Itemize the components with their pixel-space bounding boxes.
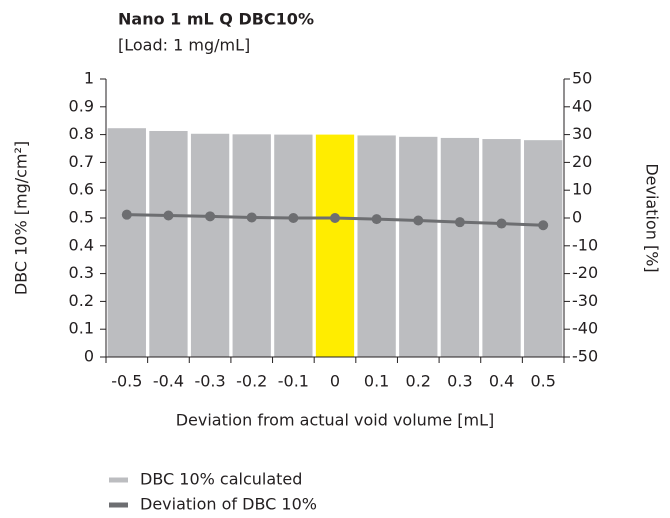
y2-tick-label: 30	[572, 124, 592, 143]
bar	[440, 137, 480, 357]
y-tick-label: 1	[84, 69, 94, 88]
point	[163, 210, 174, 221]
y-tick-label: 0.4	[69, 235, 94, 254]
x-tick-label: -0.1	[278, 372, 309, 391]
x-tick-label: -0.3	[194, 372, 225, 391]
x-tick-label: -0.5	[111, 372, 142, 391]
bar	[274, 134, 313, 357]
point	[371, 214, 382, 225]
y-tick-label: 0.5	[69, 208, 94, 227]
x-tick-label: 0.2	[406, 372, 431, 391]
chart-subtitle: [Load: 1 mg/mL]	[118, 36, 250, 55]
point	[121, 209, 132, 220]
point	[413, 215, 424, 226]
bar	[315, 134, 355, 357]
point	[330, 213, 340, 223]
x-tick-label: -0.4	[153, 372, 184, 391]
x-tick-label: 0	[330, 372, 340, 391]
bar	[399, 136, 438, 357]
bar	[107, 128, 146, 357]
y2-tick-label: 50	[572, 69, 592, 88]
y2-tick-label: 0	[572, 208, 582, 227]
point	[205, 211, 216, 222]
y2-tick-label: -50	[572, 347, 598, 366]
y-tick-label: 0.9	[69, 96, 94, 115]
y2-tick-label: -30	[572, 291, 598, 310]
point	[288, 213, 299, 223]
y2-tick-label: 40	[572, 96, 592, 115]
y2-tick-label: -40	[572, 319, 598, 338]
y-axis-label: DBC 10% [mg/cm²]	[12, 141, 31, 295]
chart-title: Nano 1 mL Q DBC10%	[118, 10, 314, 29]
point	[246, 212, 257, 223]
legend-label: DBC 10% calculated	[140, 470, 302, 489]
point	[496, 218, 507, 229]
bar	[232, 134, 271, 357]
y2-tick-label: 10	[572, 180, 592, 199]
y-tick-label: 0.2	[69, 291, 94, 310]
bar	[149, 130, 188, 357]
y-tick-label: 0.6	[69, 180, 94, 199]
y-tick-label: 0.8	[69, 124, 94, 143]
y2-tick-label: -10	[572, 235, 598, 254]
x-tick-label: 0.5	[530, 372, 555, 391]
x-axis-label: Deviation from actual void volume [mL]	[176, 411, 495, 430]
point	[538, 220, 549, 231]
x-tick-label: 0.4	[489, 372, 514, 391]
y-tick-label: 0	[84, 347, 94, 366]
y-tick-label: 0.1	[69, 319, 94, 338]
bar	[482, 139, 521, 357]
y-tick-label: 0.3	[69, 263, 94, 282]
y2-tick-label: -20	[572, 263, 598, 282]
x-tick-label: -0.2	[236, 372, 267, 391]
y2-tick-label: 20	[572, 152, 592, 171]
bar	[190, 133, 230, 357]
y2-axis-label: Deviation [%]	[643, 163, 662, 272]
bar	[524, 140, 563, 357]
legend-label: Deviation of DBC 10%	[140, 495, 317, 514]
point	[454, 217, 465, 228]
x-tick-label: 0.3	[447, 372, 472, 391]
bar	[357, 135, 396, 357]
y-tick-label: 0.7	[69, 152, 94, 171]
x-tick-label: 0.1	[364, 372, 389, 391]
